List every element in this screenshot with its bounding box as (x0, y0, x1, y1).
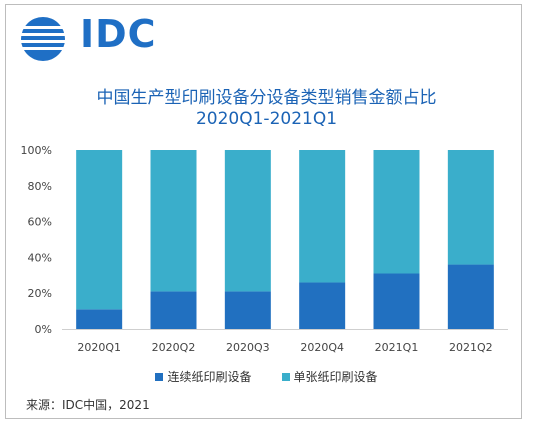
bar-segment-sheet (373, 150, 420, 274)
legend-label-sheet: 单张纸印刷设备 (293, 370, 378, 384)
bar-segment-continuous (373, 273, 420, 329)
legend-item-continuous: 连续纸印刷设备 (155, 368, 252, 385)
y-tick-label: 80% (28, 180, 52, 193)
bar-segment-sheet (447, 150, 494, 265)
chart-title: 中国生产型印刷设备分设备类型销售金额占比 (96, 88, 437, 108)
legend-swatch-continuous (155, 372, 164, 381)
x-tick-label: 2021Q2 (449, 341, 493, 354)
bar-segment-continuous (224, 291, 271, 329)
y-tick-label: 20% (28, 287, 52, 300)
bar-segment-continuous (150, 291, 197, 329)
bar-segment-continuous (76, 309, 123, 329)
y-tick-label: 0% (35, 323, 52, 336)
idc-logo-icon (21, 17, 65, 61)
chart-subtitle: 2020Q1-2021Q1 (195, 109, 338, 129)
bar-segment-sheet (299, 150, 346, 283)
x-tick-label: 2020Q3 (226, 341, 270, 354)
x-tick-label: 2020Q1 (77, 341, 121, 354)
source-note: 来源：IDC中国，2021 (26, 398, 150, 412)
y-tick-label: 100% (21, 144, 52, 157)
legend-label-continuous: 连续纸印刷设备 (167, 370, 252, 384)
bar-segment-sheet (76, 150, 123, 310)
legend-swatch-sheet (281, 372, 290, 381)
logo-text: IDC (80, 12, 157, 56)
legend-item-sheet: 单张纸印刷设备 (281, 368, 378, 385)
y-tick-label: 40% (28, 251, 52, 264)
x-tick-label: 2021Q1 (375, 341, 419, 354)
legend: 连续纸印刷设备 单张纸印刷设备 (0, 368, 533, 385)
bar-segment-sheet (150, 150, 197, 292)
bar-segment-continuous (299, 282, 346, 329)
y-tick-label: 60% (28, 216, 52, 229)
bar-segment-sheet (224, 150, 271, 292)
x-tick-label: 2020Q2 (152, 341, 196, 354)
x-tick-label: 2020Q4 (300, 341, 344, 354)
bar-segment-continuous (447, 264, 494, 329)
